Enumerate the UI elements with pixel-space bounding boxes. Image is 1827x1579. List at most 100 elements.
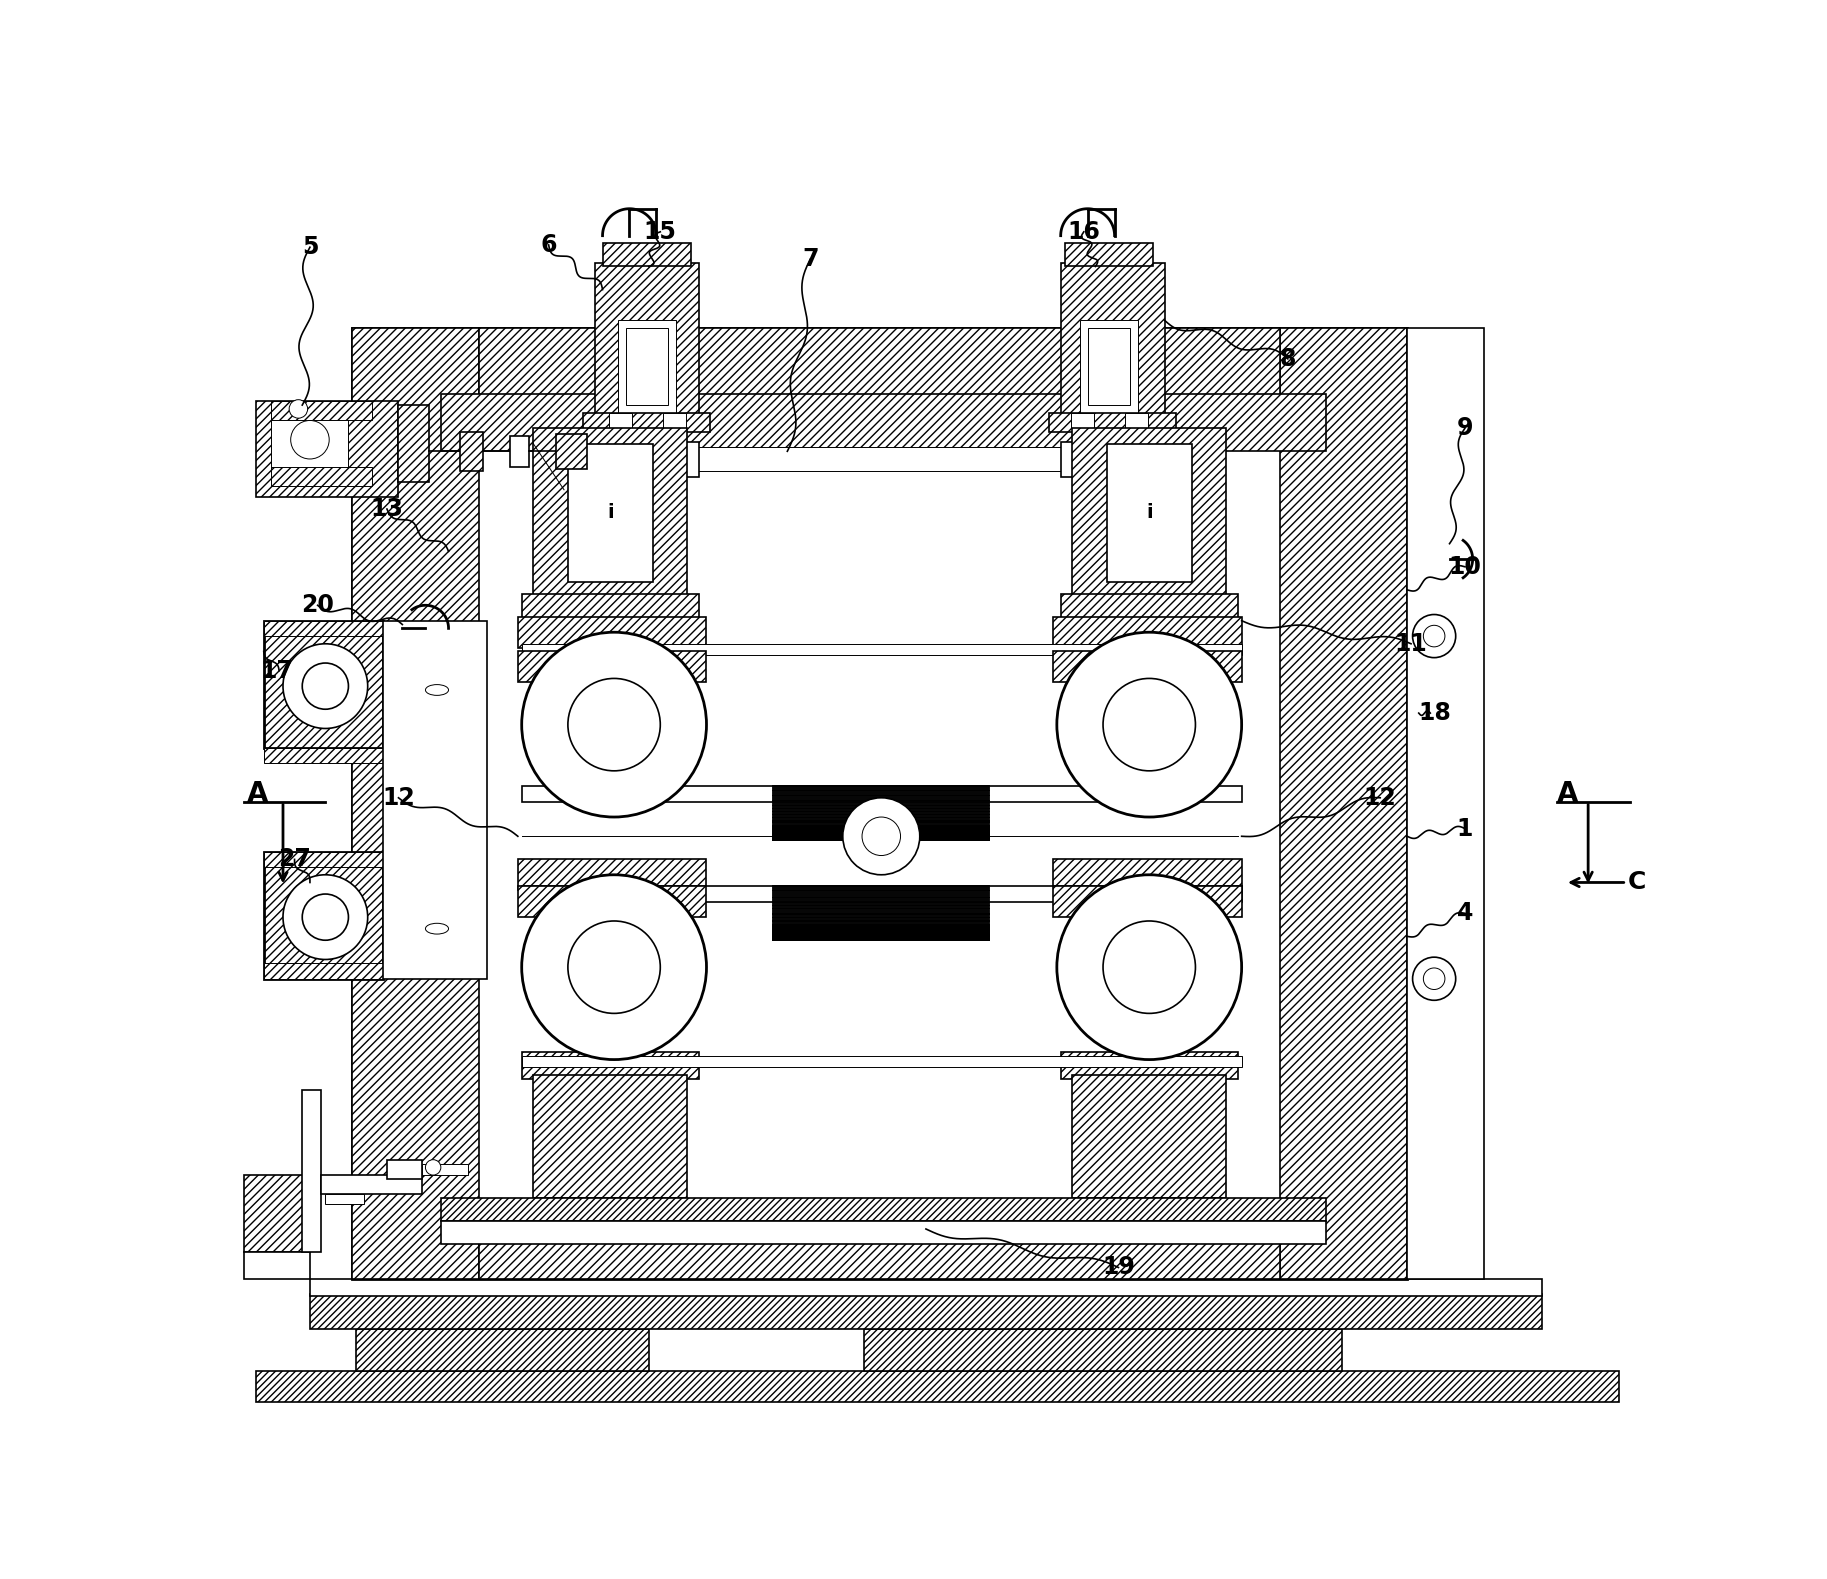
Bar — [440, 1221, 1326, 1244]
Bar — [353, 328, 1407, 1279]
Bar — [272, 467, 371, 486]
Bar — [523, 1056, 1242, 1067]
Bar — [263, 621, 384, 748]
Text: 7: 7 — [802, 246, 818, 270]
Circle shape — [1423, 968, 1445, 990]
Bar — [387, 1159, 422, 1180]
Bar — [1080, 321, 1138, 412]
Bar — [1071, 412, 1094, 428]
Text: 11: 11 — [1394, 632, 1427, 655]
Circle shape — [1104, 679, 1195, 771]
Bar — [583, 412, 711, 433]
Circle shape — [301, 663, 349, 709]
Bar — [618, 321, 676, 412]
Bar — [517, 617, 707, 647]
Bar — [479, 1202, 1281, 1279]
Bar — [356, 1330, 649, 1372]
Bar — [864, 1330, 1341, 1372]
Circle shape — [862, 816, 901, 856]
Bar — [440, 1198, 1326, 1221]
Text: 17: 17 — [259, 658, 292, 682]
Bar — [672, 442, 698, 477]
Bar — [1049, 412, 1177, 433]
Bar — [557, 434, 586, 469]
Bar — [1052, 859, 1242, 891]
Circle shape — [568, 921, 660, 1014]
Text: 20: 20 — [301, 594, 334, 617]
Bar — [1052, 617, 1242, 647]
Text: A: A — [1557, 780, 1579, 808]
Bar — [353, 328, 479, 1279]
Bar — [608, 412, 632, 428]
Bar — [523, 886, 1242, 902]
Text: 10: 10 — [1449, 554, 1482, 579]
Text: 9: 9 — [1456, 417, 1473, 441]
Bar — [398, 406, 429, 482]
Bar — [1409, 529, 1432, 906]
Circle shape — [1056, 875, 1242, 1060]
Circle shape — [842, 797, 919, 875]
Text: 6: 6 — [541, 234, 557, 257]
Bar — [1087, 328, 1129, 406]
Bar — [1061, 442, 1087, 477]
Circle shape — [301, 894, 349, 940]
Bar — [1061, 1052, 1239, 1078]
Bar — [694, 447, 1065, 471]
Bar — [533, 428, 687, 597]
Bar — [272, 401, 371, 420]
Bar — [517, 886, 707, 917]
Bar — [1407, 328, 1484, 1279]
Bar — [263, 748, 384, 763]
Bar — [256, 1372, 1619, 1402]
Bar — [1107, 444, 1191, 583]
Text: 5: 5 — [301, 235, 318, 259]
Text: C: C — [1628, 870, 1646, 894]
Circle shape — [290, 420, 329, 459]
Bar — [263, 851, 384, 867]
Bar — [384, 621, 488, 979]
Bar — [479, 328, 1281, 406]
Bar — [533, 1075, 687, 1198]
Circle shape — [283, 644, 367, 728]
Bar — [1072, 428, 1226, 597]
Ellipse shape — [426, 924, 449, 935]
Text: 15: 15 — [643, 219, 676, 243]
Bar — [422, 1164, 468, 1175]
Bar — [596, 262, 698, 417]
Bar — [311, 1295, 1542, 1330]
Bar — [256, 401, 398, 497]
Bar — [263, 851, 384, 979]
Bar — [311, 1279, 1542, 1296]
Text: 27: 27 — [278, 848, 311, 872]
Bar — [523, 644, 1242, 655]
Bar — [245, 1252, 311, 1279]
Bar — [517, 859, 707, 891]
Circle shape — [568, 679, 660, 771]
Bar — [603, 243, 691, 267]
Text: A: A — [247, 780, 269, 808]
Circle shape — [426, 1159, 440, 1175]
Bar — [517, 652, 707, 682]
Circle shape — [1423, 625, 1445, 647]
Text: 19: 19 — [1102, 1255, 1135, 1279]
Text: 12: 12 — [1365, 786, 1396, 810]
Text: 12: 12 — [382, 786, 415, 810]
Bar — [1061, 594, 1239, 621]
Bar — [625, 328, 669, 406]
Bar — [1125, 412, 1147, 428]
Bar — [510, 436, 530, 467]
Bar — [523, 786, 1242, 802]
Bar — [568, 444, 652, 583]
Circle shape — [1412, 957, 1456, 1000]
Bar — [663, 412, 685, 428]
Circle shape — [1104, 921, 1195, 1014]
Bar — [1065, 243, 1153, 267]
Bar — [1281, 328, 1407, 1279]
Text: 16: 16 — [1067, 219, 1100, 243]
Text: 13: 13 — [371, 497, 404, 521]
Bar — [1052, 886, 1242, 917]
Circle shape — [1056, 632, 1242, 816]
Bar — [440, 393, 1326, 452]
Bar — [263, 621, 384, 636]
Bar — [1072, 1075, 1226, 1198]
